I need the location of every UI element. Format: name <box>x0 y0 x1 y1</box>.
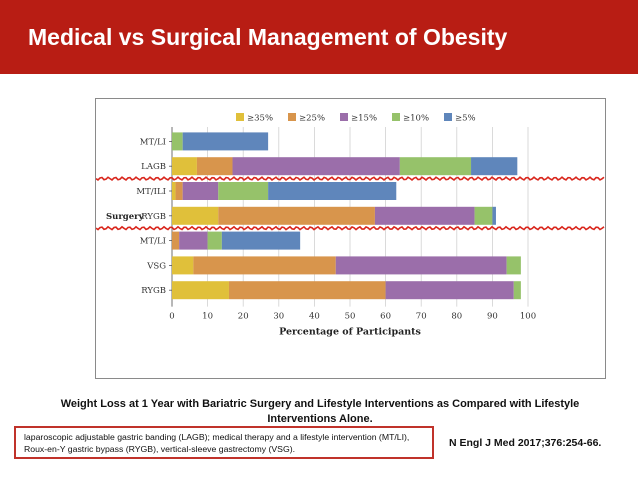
chart-caption: Weight Loss at 1 Year with Bariatric Sur… <box>60 398 580 425</box>
bar-segment <box>232 157 400 176</box>
bar-segment <box>474 206 493 225</box>
bar-segment <box>172 281 229 300</box>
legend-swatch <box>392 113 400 121</box>
category-label: VSG <box>146 261 166 271</box>
bar-segment <box>471 157 518 176</box>
citation: N Engl J Med 2017;376:254-66. <box>449 437 602 449</box>
bar-segment <box>182 182 219 200</box>
x-tick-label: 50 <box>345 312 356 322</box>
bar-segment <box>175 182 183 200</box>
bar-segment <box>399 157 472 176</box>
category-label: MT/LI <box>140 137 166 147</box>
abbreviation-note: laparoscopic adjustable gastric banding … <box>14 426 434 459</box>
title-banner: Medical vs Surgical Management of Obesit… <box>0 0 638 74</box>
x-tick-label: 80 <box>451 312 462 322</box>
x-tick-label: 90 <box>487 312 498 322</box>
legend-label: ≥15% <box>351 114 377 124</box>
legend-swatch <box>444 113 452 121</box>
bar-segment <box>385 281 514 300</box>
legend-label: ≥25% <box>299 114 325 124</box>
stacked-bar-chart: ≥35% ≥25% ≥15% ≥10% ≥5% MT/LI LAGB MT/ILI RYGB MT… <box>96 113 605 338</box>
bar-segment <box>207 231 222 250</box>
bar-segment <box>513 281 521 300</box>
x-tick-label: 10 <box>202 312 213 322</box>
x-tick-label: 20 <box>238 312 249 322</box>
x-tick-label: 60 <box>380 312 391 322</box>
bar-segment <box>172 206 219 225</box>
x-tick-label: 0 <box>169 312 174 322</box>
bar-segment <box>172 231 180 250</box>
bar-segment <box>228 281 386 300</box>
category-label: MT/ILI <box>136 187 166 197</box>
legend-label: ≥10% <box>403 114 429 124</box>
bar-segment <box>218 182 269 200</box>
x-axis-label: Percentage of Participants <box>279 327 421 338</box>
bar-segment <box>179 231 208 250</box>
bar-segment <box>335 256 507 275</box>
x-tick-label: 30 <box>273 312 284 322</box>
legend-swatch <box>340 113 348 121</box>
group-separator <box>96 176 605 182</box>
bar-segment <box>172 157 197 176</box>
x-tick-label: 40 <box>309 312 320 322</box>
bar-segment <box>218 206 375 225</box>
chart-panel: ≥35% ≥25% ≥15% ≥10% ≥5% MT/LI LAGB MT/ILI RYGB MT… <box>95 98 606 379</box>
bar-segment <box>182 132 269 151</box>
page-title: Medical vs Surgical Management of Obesit… <box>28 23 508 50</box>
bar-segment <box>172 132 183 151</box>
bar-segment <box>193 256 336 275</box>
x-tick-label: 70 <box>416 312 427 322</box>
bar-segment <box>172 182 176 200</box>
legend-swatch <box>288 113 296 121</box>
legend-swatch <box>236 113 244 121</box>
category-label: RYGB <box>141 212 166 222</box>
group-label: Surgery <box>106 212 145 222</box>
bar-segment <box>268 182 397 200</box>
group-separator <box>96 225 605 231</box>
bar-segment <box>374 206 475 225</box>
bar-segment <box>221 231 301 250</box>
category-label: LAGB <box>141 162 166 172</box>
legend-label: ≥5% <box>455 114 476 124</box>
x-tick-label: 100 <box>520 312 536 322</box>
bar-segment <box>492 206 496 225</box>
bar-segment <box>172 256 194 275</box>
category-label: RYGB <box>141 286 166 296</box>
bar-segment <box>506 256 521 275</box>
category-label: MT/LI <box>140 237 166 247</box>
bar-segment <box>196 157 233 176</box>
legend-label: ≥35% <box>247 114 273 124</box>
